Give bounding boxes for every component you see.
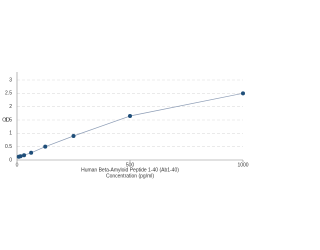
data-point xyxy=(22,153,27,158)
x-axis-label: Human Beta-Amyloid Peptide 1-40 (Ab1-40) xyxy=(81,167,179,173)
chart: Human Beta-Amyloid Peptide 1-40 (Ab1-40)… xyxy=(2,72,249,179)
y-tick-label: 1 xyxy=(9,131,12,137)
y-tick-label: 1.5 xyxy=(5,117,12,123)
y-axis-label: OD xyxy=(2,117,10,123)
x-tick-label: 0 xyxy=(16,162,19,168)
y-tick-label: 2.5 xyxy=(5,91,12,97)
data-point xyxy=(43,144,48,149)
x-tick-label: 500 xyxy=(126,162,135,168)
data-point xyxy=(241,91,245,96)
y-tick-label: 0.5 xyxy=(5,144,12,150)
data-point xyxy=(29,150,34,155)
y-tick-label: 0 xyxy=(9,157,12,163)
y-tick-label: 2 xyxy=(9,104,12,110)
data-point xyxy=(71,134,76,138)
y-tick-label: 3 xyxy=(9,77,12,83)
x-tick-label: 1000 xyxy=(237,162,248,168)
curve xyxy=(18,92,244,158)
data-point xyxy=(128,114,132,118)
data-point xyxy=(18,154,23,159)
x-axis-label: Concentration (pg/ml) xyxy=(106,173,154,179)
